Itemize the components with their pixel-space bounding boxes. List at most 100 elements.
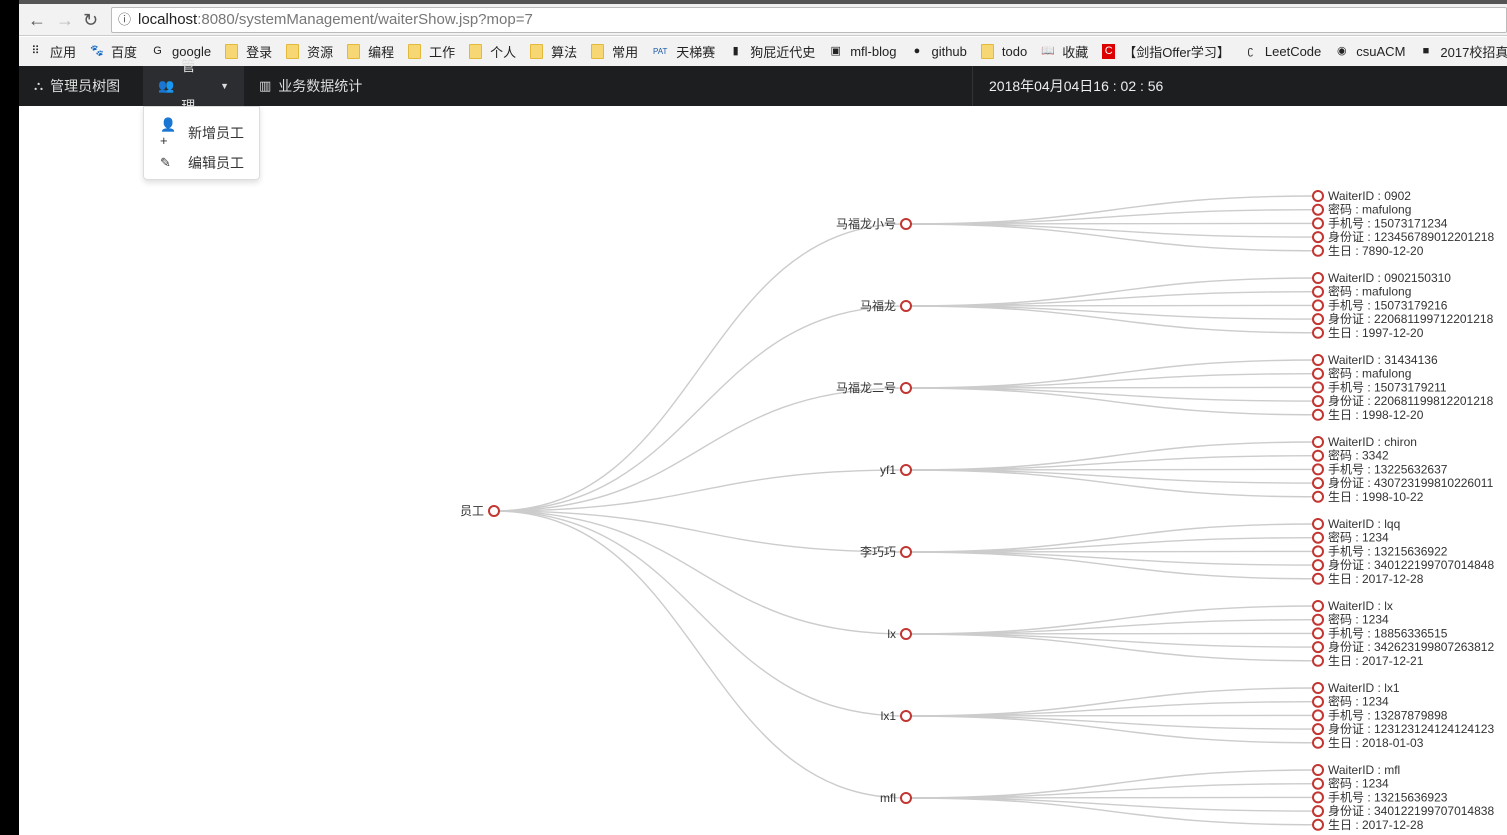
tree-leaf-node[interactable] [1312,723,1324,736]
nav-manage-dropdown[interactable]: 👥 管理 ▼ [143,58,244,114]
tree-leaf-node[interactable] [1312,736,1324,749]
bookmark-item[interactable]: 编程 [347,42,394,61]
menu-item-edit-employee[interactable]: ✎ 编辑员工 [160,153,244,173]
nav-business-stats[interactable]: ▥ 业务数据统计 [244,66,377,106]
tree-leaf-node[interactable] [1312,531,1324,544]
tree-leaf-node[interactable] [1312,367,1324,380]
bookmark-item[interactable]: 个人 [469,42,516,61]
info-icon[interactable]: ⓘ [118,12,132,27]
tree-leaf-node[interactable] [1312,203,1324,216]
bookmark-item[interactable]: ʗ LeetCode [1244,44,1322,59]
tree-leaf-node[interactable] [1312,490,1324,503]
bookmark-item[interactable]: 📖 收藏 [1041,42,1088,61]
tree-link [493,305,907,512]
bookmark-item[interactable]: 🐾 百度 [90,42,137,61]
tree-employee-node[interactable] [900,218,912,230]
tree-leaf-node[interactable] [1312,764,1324,776]
tree-leaf-node[interactable] [1312,600,1324,612]
url-input[interactable]: ⓘ localhost:8080/systemManagement/waiter… [111,7,1507,33]
tree-employee-node[interactable] [900,710,912,722]
nav-admin-tree[interactable]: ⛬ 管理员树图 [19,66,135,106]
tree-node-label: 员工 [460,504,484,518]
tree-leaf-node[interactable] [1312,518,1324,530]
bookmark-item[interactable]: PAT 天梯赛 [652,42,715,61]
tree-employee-node[interactable] [900,628,912,640]
tree-node-label: 生日 : 1997-12-20 [1328,326,1424,340]
tree-leaf-node[interactable] [1312,463,1324,476]
tree-leaf-node[interactable] [1312,654,1324,667]
tree-leaf-node[interactable] [1312,805,1324,818]
tree-employee-node[interactable] [900,792,912,804]
tree-node-label: 密码 : mafulong [1328,202,1411,217]
tree-leaf-node[interactable] [1312,449,1324,462]
tree-leaf-node[interactable] [1312,231,1324,244]
bookmark-item[interactable]: C 【剑指Offer学习】 [1102,42,1230,61]
tree-leaf-node[interactable] [1312,791,1324,804]
tree-leaf-node[interactable] [1312,381,1324,394]
bookmark-item[interactable]: ▣ mfl-blog [829,44,897,59]
bookmark-item[interactable]: 工作 [408,42,455,61]
tree-node-label: 手机号 : 13225632637 [1328,462,1448,476]
tree-leaf-node[interactable] [1312,354,1324,366]
tree-leaf-node[interactable] [1312,559,1324,572]
bookmark-item[interactable]: 资源 [286,42,333,61]
tree-leaf-node[interactable] [1312,272,1324,284]
bookmark-item[interactable]: 算法 [530,42,577,61]
tree-leaf-node[interactable] [1312,695,1324,708]
tree-leaf-node[interactable] [1312,408,1324,421]
tree-leaf-node[interactable] [1312,572,1324,585]
tree-leaf-node[interactable] [1312,545,1324,558]
tree-root-node[interactable] [488,505,500,517]
tree-leaf-node[interactable] [1312,299,1324,312]
bookmark-item[interactable]: ● github [910,44,967,59]
back-icon[interactable]: ← [28,10,46,30]
tree-leaf-node[interactable] [1312,244,1324,257]
tree-leaf-node[interactable] [1312,477,1324,490]
apps-grid-icon: ⠿ [31,45,40,57]
tree-link [905,305,1319,334]
bookmark-item[interactable]: ▮ 狗屁近代史 [729,42,816,61]
bookmark-item[interactable]: ◉ csuACM [1335,44,1405,59]
bookmark-item[interactable]: 常用 [591,42,638,61]
bookmark-label: 【剑指Offer学习】 [1123,45,1230,60]
tree-node-label: 手机号 : 15073179216 [1328,298,1448,312]
tree-employee-node[interactable] [900,300,912,312]
tree-leaf-node[interactable] [1312,313,1324,326]
tree-node-label: WaiterID : lx1 [1328,681,1400,695]
tree-employee-node[interactable] [900,382,912,394]
tree-leaf-node[interactable] [1312,326,1324,339]
reload-icon[interactable]: ↻ [83,10,99,30]
tree-node-label: WaiterID : 31434136 [1328,353,1438,367]
tree-leaf-node[interactable] [1312,709,1324,722]
tree-leaf-node[interactable] [1312,395,1324,408]
tree-leaf-node[interactable] [1312,613,1324,626]
tree-link [905,537,1319,553]
tree-leaf-node[interactable] [1312,818,1324,831]
tree-leaf-node[interactable] [1312,682,1324,694]
folder-icon [469,44,483,59]
tree-leaf-node[interactable] [1312,641,1324,654]
tree-link [905,441,1319,471]
bookmark-item[interactable]: todo [980,44,1027,59]
tree-leaf-node[interactable] [1312,436,1324,448]
bookmark-item[interactable]: 登录 [225,42,272,61]
tree-leaf-node[interactable] [1312,217,1324,230]
bookmark-label: csuACM [1356,44,1406,59]
leetcode-icon: ʗ [1247,45,1254,57]
bookmark-item[interactable]: ■ 2017校招真 [1419,42,1507,61]
tree-leaf-node[interactable] [1312,777,1324,790]
tree-link [905,455,1319,471]
bookmark-item[interactable]: ⠿ 应用 [29,42,76,61]
tree-employee-node[interactable] [900,546,912,558]
tree-leaf-node[interactable] [1312,285,1324,298]
tree-leaf-node[interactable] [1312,627,1324,640]
tree-link [905,223,1319,252]
tree-link [905,715,1319,744]
tree-leaf-node[interactable] [1312,190,1324,202]
tree-link [905,714,1319,717]
tree-link [905,523,1319,553]
forward-icon[interactable]: → [56,10,74,30]
tree-employee-node[interactable] [900,464,912,476]
menu-item-add-employee[interactable]: 👤+ 新增员工 [160,117,244,148]
